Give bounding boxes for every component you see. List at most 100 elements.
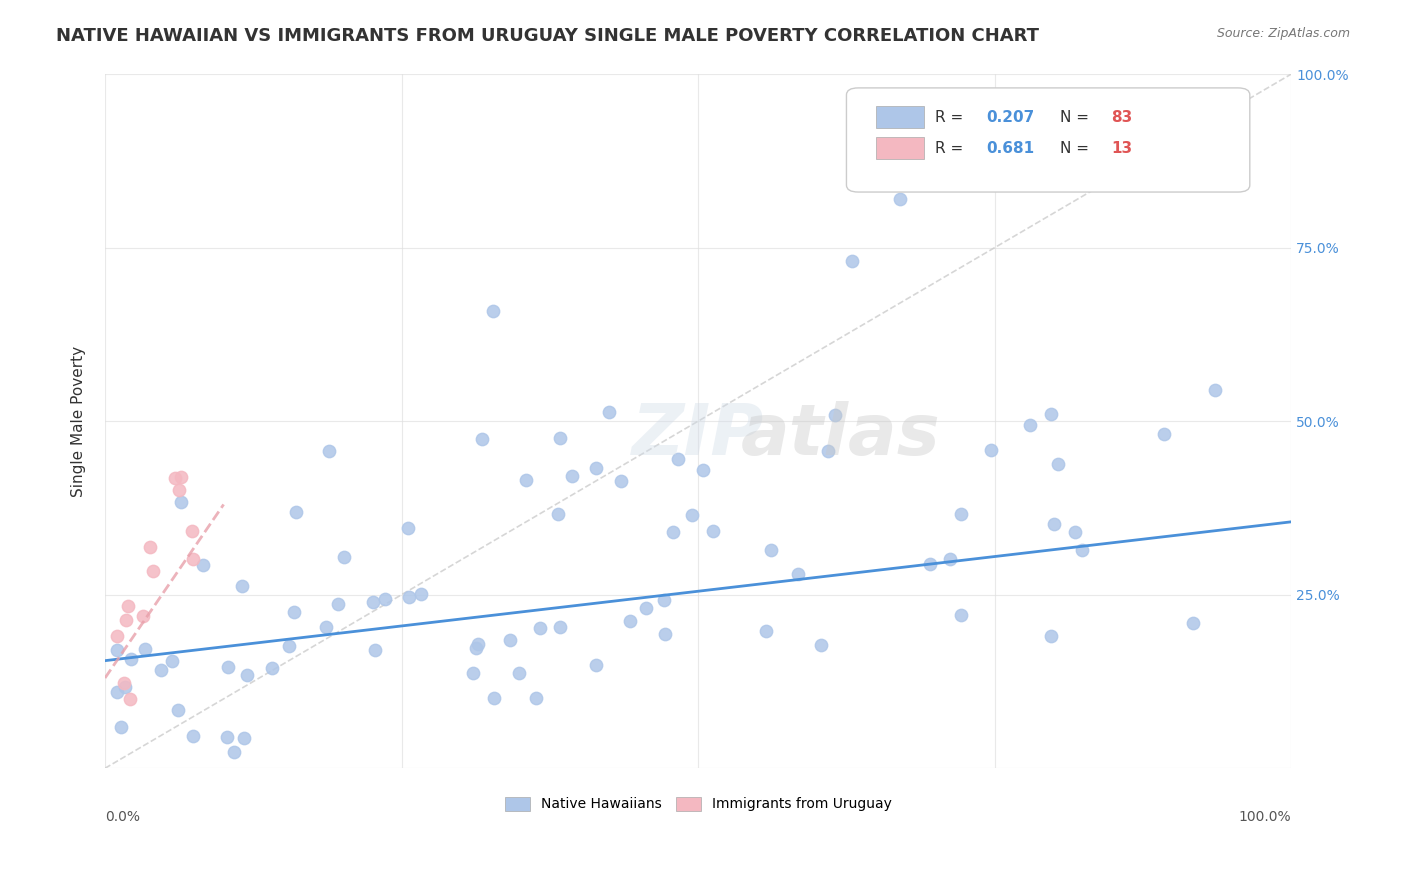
Point bbox=[396, 521, 419, 535]
Point bbox=[786, 566, 808, 581]
Point bbox=[150, 663, 173, 677]
Point bbox=[278, 639, 301, 653]
Point bbox=[1182, 616, 1205, 631]
Point bbox=[467, 637, 489, 651]
Point bbox=[754, 624, 776, 638]
Point bbox=[191, 558, 214, 573]
Point bbox=[666, 451, 689, 466]
Point bbox=[471, 432, 494, 446]
Y-axis label: Single Male Poverty: Single Male Poverty bbox=[72, 345, 86, 497]
Point bbox=[652, 593, 675, 607]
Point bbox=[167, 483, 190, 497]
Point bbox=[170, 495, 193, 509]
Point bbox=[484, 691, 506, 706]
Point bbox=[181, 729, 204, 743]
Point bbox=[561, 469, 583, 483]
Point bbox=[482, 303, 505, 318]
Point bbox=[548, 620, 571, 634]
Point bbox=[170, 470, 193, 484]
Point bbox=[529, 621, 551, 635]
Point bbox=[515, 473, 537, 487]
Text: ZIP: ZIP bbox=[633, 401, 765, 469]
Point bbox=[398, 590, 420, 604]
Point bbox=[1047, 458, 1070, 472]
Point bbox=[465, 641, 488, 656]
Point bbox=[824, 408, 846, 422]
Text: R =: R = bbox=[935, 141, 969, 156]
Point bbox=[236, 667, 259, 681]
Point bbox=[215, 730, 238, 744]
Text: 0.0%: 0.0% bbox=[105, 810, 141, 824]
Point bbox=[333, 550, 356, 565]
Point bbox=[654, 626, 676, 640]
Point bbox=[107, 643, 129, 657]
Point bbox=[134, 641, 156, 656]
Point bbox=[165, 471, 187, 485]
Point bbox=[139, 541, 162, 555]
Point bbox=[524, 691, 547, 706]
Text: atlas: atlas bbox=[741, 401, 941, 469]
Point bbox=[619, 614, 641, 628]
Point bbox=[499, 633, 522, 648]
Point bbox=[110, 720, 132, 734]
Point bbox=[285, 505, 308, 519]
Point bbox=[681, 508, 703, 522]
Point bbox=[117, 599, 139, 613]
Text: 13: 13 bbox=[1111, 141, 1132, 156]
Point bbox=[142, 564, 165, 578]
FancyBboxPatch shape bbox=[876, 136, 924, 159]
Text: N =: N = bbox=[1060, 141, 1094, 156]
Point bbox=[889, 192, 911, 206]
Point bbox=[810, 639, 832, 653]
Point bbox=[118, 692, 141, 706]
Point bbox=[661, 525, 683, 540]
Point bbox=[318, 444, 340, 458]
Text: R =: R = bbox=[935, 111, 969, 125]
Point bbox=[162, 654, 184, 668]
Legend: Native Hawaiians, Immigrants from Uruguay: Native Hawaiians, Immigrants from Urugua… bbox=[499, 791, 897, 817]
Point bbox=[548, 431, 571, 445]
Point bbox=[326, 598, 349, 612]
Point bbox=[949, 507, 972, 521]
Point bbox=[283, 605, 305, 619]
Text: NATIVE HAWAIIAN VS IMMIGRANTS FROM URUGUAY SINGLE MALE POVERTY CORRELATION CHART: NATIVE HAWAIIAN VS IMMIGRANTS FROM URUGU… bbox=[56, 27, 1039, 45]
Point bbox=[761, 543, 783, 558]
Point bbox=[939, 552, 962, 566]
Point bbox=[949, 608, 972, 623]
Point bbox=[692, 463, 714, 477]
Point bbox=[1153, 426, 1175, 441]
Point bbox=[105, 629, 128, 643]
Point bbox=[181, 524, 204, 539]
Text: Source: ZipAtlas.com: Source: ZipAtlas.com bbox=[1216, 27, 1350, 40]
Point bbox=[609, 474, 631, 488]
Point bbox=[232, 731, 254, 745]
Text: 83: 83 bbox=[1111, 111, 1132, 125]
Point bbox=[218, 660, 240, 674]
Point bbox=[260, 661, 283, 675]
Point bbox=[115, 614, 138, 628]
Point bbox=[598, 405, 620, 419]
Point bbox=[1070, 543, 1092, 558]
Point bbox=[508, 666, 530, 681]
Text: 100.0%: 100.0% bbox=[1239, 810, 1291, 824]
Text: 0.681: 0.681 bbox=[987, 141, 1035, 156]
Point bbox=[1019, 417, 1042, 432]
Point bbox=[817, 444, 839, 458]
Point bbox=[409, 587, 432, 601]
Point bbox=[105, 685, 128, 699]
Point bbox=[585, 657, 607, 672]
Point bbox=[702, 524, 724, 538]
Point bbox=[167, 703, 190, 717]
Point bbox=[112, 676, 135, 690]
Point bbox=[1204, 384, 1226, 398]
Point bbox=[181, 551, 204, 566]
Point bbox=[315, 620, 337, 634]
Point bbox=[231, 579, 253, 593]
Point bbox=[980, 443, 1002, 458]
Point bbox=[1039, 629, 1062, 643]
Point bbox=[1040, 407, 1063, 421]
Point bbox=[222, 746, 245, 760]
FancyBboxPatch shape bbox=[846, 88, 1250, 192]
Point bbox=[841, 254, 863, 268]
Point bbox=[463, 665, 485, 680]
